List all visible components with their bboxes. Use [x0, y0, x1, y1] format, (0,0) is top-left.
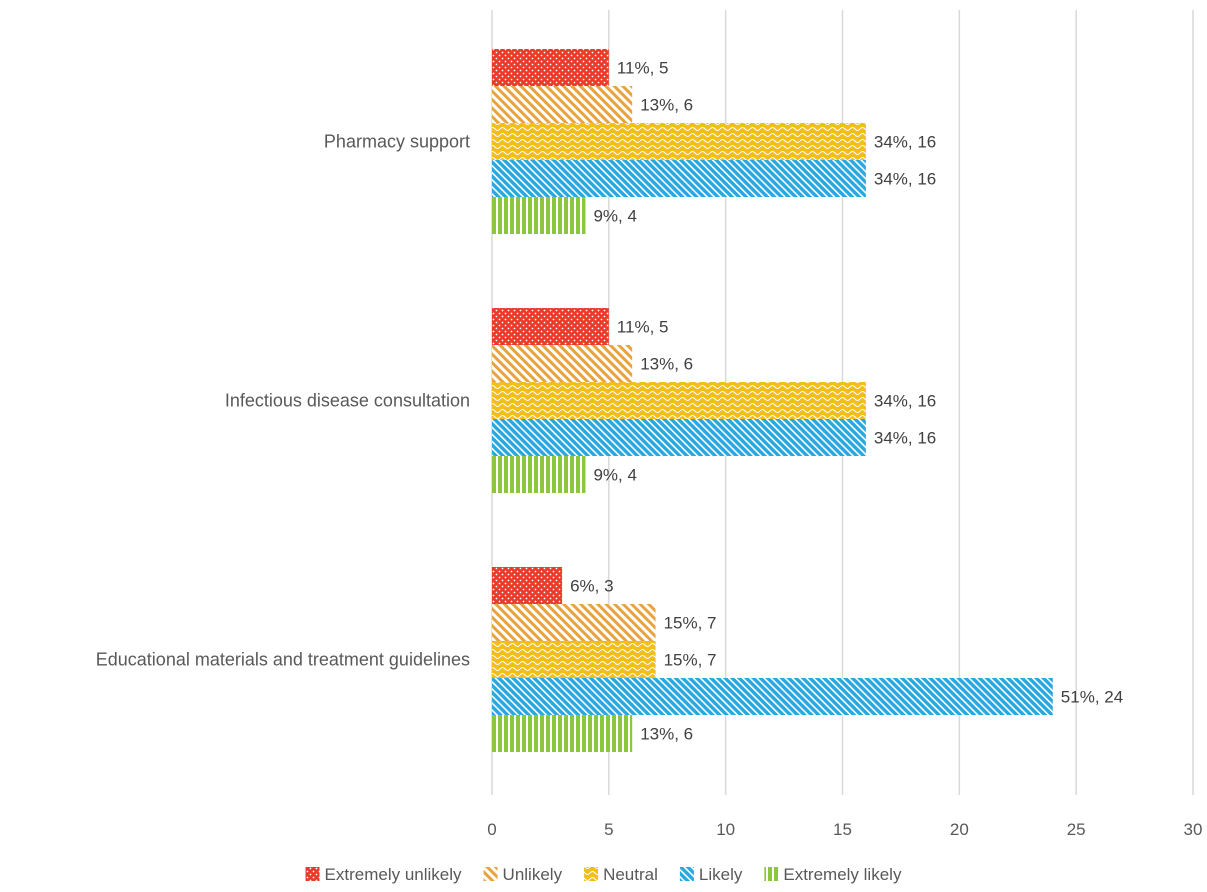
- legend-item-1: Unlikely: [484, 865, 563, 884]
- category-labels: Pharmacy support Infectious disease consu…: [96, 132, 470, 670]
- data-label-2-4: 13%, 6: [640, 725, 693, 744]
- data-label-2-3: 51%, 24: [1061, 688, 1123, 707]
- data-label-0-3: 34%, 16: [874, 170, 936, 189]
- legend-swatch-4: [764, 867, 778, 881]
- data-label-1-1: 13%, 6: [640, 355, 693, 374]
- bar-1-3: [492, 419, 866, 456]
- bar-0-3: [492, 160, 866, 197]
- bar-1-1: [492, 345, 632, 382]
- legend-item-2: Neutral: [584, 865, 658, 884]
- legend-swatch-3: [680, 867, 694, 881]
- legend-label-0: Extremely unlikely: [325, 865, 462, 884]
- data-label-1-4: 9%, 4: [593, 466, 636, 485]
- legend-swatch-1: [484, 867, 498, 881]
- category-label-0: Pharmacy support: [324, 132, 470, 152]
- x-axis-ticks: 0 5 10 15 20 25 30: [487, 820, 1202, 839]
- data-label-1-3: 34%, 16: [874, 429, 936, 448]
- tick-label-15: 15: [833, 820, 852, 839]
- tick-label-25: 25: [1067, 820, 1086, 839]
- legend-label-4: Extremely likely: [783, 865, 902, 884]
- data-label-0-4: 9%, 4: [593, 207, 636, 226]
- bar-0-0: [492, 49, 609, 86]
- legend-item-3: Likely: [680, 865, 743, 884]
- bar-2-0: [492, 567, 562, 604]
- legend-swatch-0: [306, 867, 320, 881]
- category-label-2: Educational materials and treatment guid…: [96, 650, 470, 670]
- tick-label-30: 30: [1184, 820, 1203, 839]
- bar-1-2: [492, 382, 866, 419]
- legend-label-1: Unlikely: [503, 865, 563, 884]
- data-label-2-0: 6%, 3: [570, 577, 613, 596]
- legend-label-3: Likely: [699, 865, 743, 884]
- tick-label-20: 20: [950, 820, 969, 839]
- legend-item-0: Extremely unlikely: [306, 865, 462, 884]
- legend-swatch-2: [584, 867, 598, 881]
- bar-1-4: [492, 456, 585, 493]
- category-label-1: Infectious disease consultation: [225, 391, 470, 411]
- data-label-0-1: 13%, 6: [640, 96, 693, 115]
- bar-2-4: [492, 715, 632, 752]
- legend-label-2: Neutral: [603, 865, 658, 884]
- data-label-1-0: 11%, 5: [617, 318, 669, 337]
- bar-1-0: [492, 308, 609, 345]
- data-label-1-2: 34%, 16: [874, 392, 936, 411]
- bar-0-1: [492, 86, 632, 123]
- legend-item-4: Extremely likely: [764, 865, 902, 884]
- bar-0-4: [492, 197, 585, 234]
- bar-2-1: [492, 604, 656, 641]
- data-label-2-2: 15%, 7: [664, 651, 717, 670]
- bar-2-3: [492, 678, 1053, 715]
- data-label-0-2: 34%, 16: [874, 133, 936, 152]
- tick-label-10: 10: [716, 820, 735, 839]
- data-label-0-0: 11%, 5: [617, 59, 669, 78]
- bars: [492, 49, 1053, 752]
- tick-label-5: 5: [604, 820, 613, 839]
- bar-0-2: [492, 123, 866, 160]
- bar-2-2: [492, 641, 656, 678]
- legend: Extremely unlikely Unlikely Neutral Likely E…: [306, 865, 902, 884]
- data-label-2-1: 15%, 7: [664, 614, 717, 633]
- tick-label-0: 0: [487, 820, 496, 839]
